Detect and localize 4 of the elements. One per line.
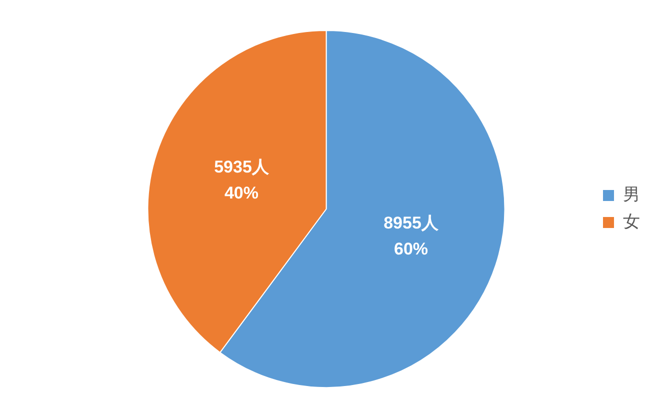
- data-label: 5935人 40%: [214, 158, 270, 203]
- legend-label: 女: [623, 212, 640, 232]
- legend-label: 男: [623, 184, 640, 205]
- data-label: 8955人 60%: [384, 214, 440, 259]
